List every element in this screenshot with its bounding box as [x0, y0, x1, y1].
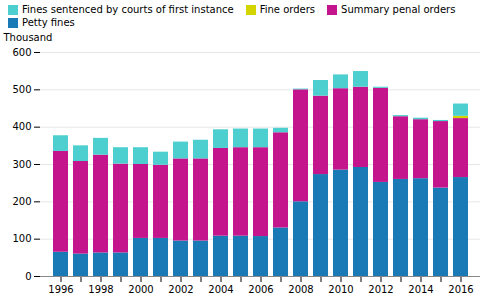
svg-text:2010: 2010 [328, 284, 353, 295]
svg-text:2012: 2012 [368, 284, 393, 295]
svg-text:2002: 2002 [168, 284, 193, 295]
svg-text:1996: 1996 [48, 284, 73, 295]
svg-text:Thousand: Thousand [3, 32, 53, 43]
svg-text:300: 300 [12, 159, 31, 170]
svg-text:2016: 2016 [448, 284, 473, 295]
svg-text:2004: 2004 [208, 284, 233, 295]
svg-text:200: 200 [12, 196, 31, 207]
svg-text:500: 500 [12, 84, 31, 95]
svg-text:0: 0 [25, 271, 31, 282]
svg-text:100: 100 [12, 233, 31, 244]
svg-text:2014: 2014 [408, 284, 433, 295]
svg-text:400: 400 [12, 121, 31, 132]
html-text:Petty fines: Petty fines [22, 17, 75, 28]
html-text:Fine orders: Fine orders [259, 4, 316, 15]
svg-text:2008: 2008 [288, 284, 313, 295]
html-text:Fines sentenced by courts of f: Fines sentenced by courts of first insta… [22, 4, 234, 15]
svg-text:1998: 1998 [88, 284, 113, 295]
svg-text:2000: 2000 [128, 284, 153, 295]
svg-text:2006: 2006 [248, 284, 273, 295]
svg-text:600: 600 [12, 47, 31, 58]
html-text:Summary penal orders: Summary penal orders [341, 4, 456, 15]
